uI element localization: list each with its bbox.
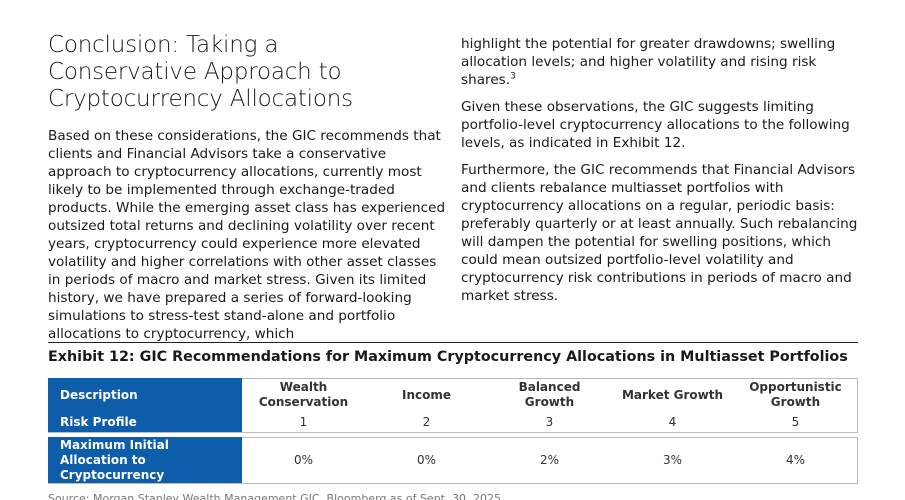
table-cell: 0% [416, 452, 437, 467]
footnote-ref: 3 [510, 71, 516, 82]
column-header: Market Growth [621, 387, 724, 402]
section-heading: Conclusion: Taking a Conservative Approa… [48, 32, 353, 112]
column-header: Wealth Conservation [258, 380, 349, 409]
table-cell: 4% [785, 452, 806, 467]
allocation-table: Description Wealth Conservation Income Bala… [48, 378, 858, 484]
table-cell: 2 [422, 414, 431, 429]
column-header: Income [401, 387, 451, 402]
row-header: Maximum Initial Allocation to Cryptocurr… [48, 437, 242, 483]
paragraph: Furthermore, the GIC recommends that Fin… [461, 162, 858, 304]
paragraph-text: highlight the potential for greater draw… [461, 36, 836, 88]
row-header: Risk Profile [48, 412, 242, 432]
column-header: Balanced Growth [518, 380, 581, 409]
right-column: highlight the potential for greater draw… [461, 35, 861, 314]
table-cell: 4 [668, 414, 677, 429]
exhibit-rule [48, 342, 858, 343]
table-cell: 1 [299, 414, 308, 429]
table-cell: 3% [662, 452, 683, 467]
paragraph: Given these observations, the GIC sugges… [461, 99, 850, 151]
source-note: Source: Morgan Stanley Wealth Management… [48, 492, 501, 500]
exhibit-title: Exhibit 12: GIC Recommendations for Maxi… [48, 349, 848, 365]
table-cell: 3 [545, 414, 554, 429]
table-cell: 2% [539, 452, 560, 467]
table-cell: 5 [791, 414, 800, 429]
left-column: Based on these considerations, the GIC r… [48, 127, 448, 352]
table-cell: 0% [293, 452, 314, 467]
row-header: Description [48, 378, 242, 412]
paragraph: Based on these considerations, the GIC r… [48, 128, 446, 342]
paragraph: highlight the potential for greater draw… [461, 35, 861, 89]
column-header: Opportunistic Growth [749, 380, 842, 409]
